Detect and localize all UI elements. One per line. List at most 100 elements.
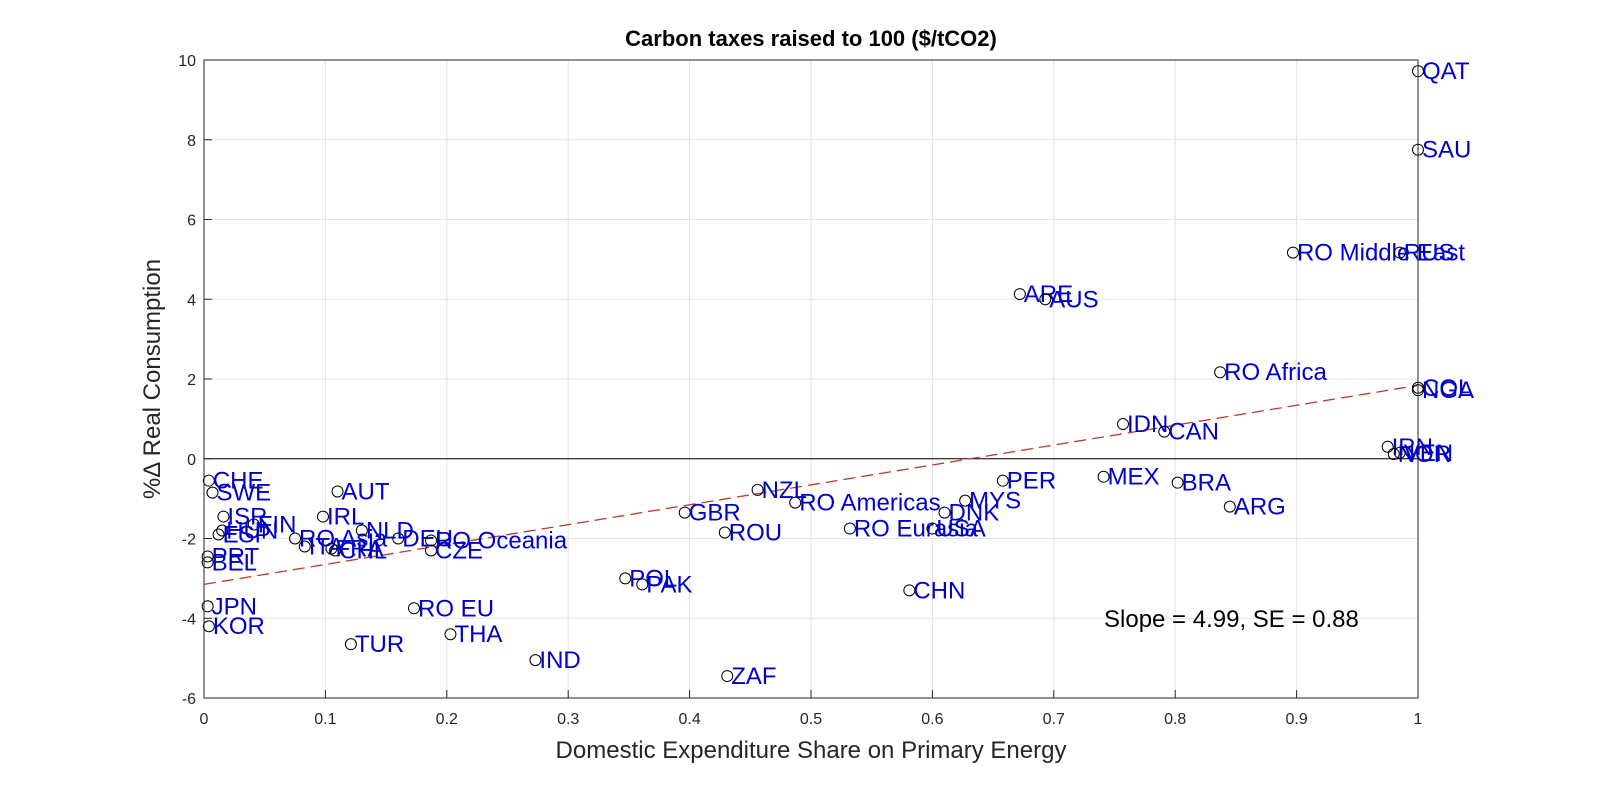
- data-point-label: GBR: [689, 500, 741, 527]
- data-point-marker: [408, 602, 421, 615]
- slope-annotation: Slope = 4.99, SE = 0.88: [1104, 606, 1359, 633]
- data-point-marker: [201, 550, 214, 563]
- data-point-label: PRT: [212, 543, 260, 570]
- data-point-label: ROU: [729, 520, 782, 547]
- data-point-label: FRA: [335, 535, 383, 562]
- data-point-label: FIN: [258, 512, 297, 539]
- y-tick-label: -6: [182, 691, 196, 708]
- data-point-label: RO Americas: [799, 490, 940, 517]
- data-point-label: CHL: [339, 537, 387, 564]
- x-tick-label: 0.1: [314, 711, 336, 728]
- data-point-label: DEU: [402, 526, 453, 553]
- data-point-marker: [1381, 440, 1394, 453]
- data-point-marker: [425, 544, 438, 557]
- y-tick-label: -2: [182, 532, 196, 549]
- data-point-marker: [903, 584, 916, 597]
- y-axis-label: %Δ Real Consumption: [139, 259, 166, 499]
- data-point-marker: [217, 510, 230, 523]
- data-point-label: BRA: [1182, 470, 1231, 497]
- data-point-label: CHE: [213, 468, 264, 495]
- y-tick-label: 0: [187, 452, 196, 469]
- data-point-label: KOR: [213, 613, 265, 640]
- data-point-marker: [444, 628, 457, 641]
- data-point-label: USA: [936, 516, 985, 543]
- data-point-marker: [392, 532, 405, 545]
- data-point-label: COL: [1422, 375, 1471, 402]
- x-tick-label: 0.3: [557, 711, 579, 728]
- data-point-label: THA: [454, 621, 502, 648]
- data-point-marker: [1286, 246, 1299, 259]
- data-point-marker: [843, 522, 856, 535]
- x-tick-label: 0.2: [436, 711, 458, 728]
- data-point-marker: [1223, 500, 1236, 513]
- data-point-label: ZAF: [731, 663, 776, 690]
- data-point-marker: [216, 524, 229, 537]
- data-point-label: RO Africa: [1224, 359, 1327, 386]
- data-point-label: RUS: [1404, 240, 1455, 267]
- data-point-label: NGA: [1422, 377, 1474, 404]
- data-point-marker: [1039, 293, 1052, 306]
- x-tick-label: 0.5: [800, 711, 822, 728]
- data-point-label: MEX: [1108, 464, 1160, 491]
- x-tick-label: 0.8: [1164, 711, 1186, 728]
- data-point-label: RO Eurasia: [854, 516, 979, 543]
- x-tick-label: 0.6: [921, 711, 943, 728]
- data-point-label: VEN: [1404, 440, 1453, 467]
- data-point-label: MYS: [969, 488, 1021, 515]
- data-point-marker: [996, 474, 1009, 487]
- data-point-marker: [1393, 446, 1406, 459]
- data-point-marker: [344, 638, 357, 651]
- y-tick-label: 4: [187, 292, 196, 309]
- data-point-label: CHN: [913, 577, 965, 604]
- data-point-marker: [202, 474, 215, 487]
- x-tick-label: 0: [200, 711, 209, 728]
- data-point-marker: [325, 542, 338, 555]
- data-point-label: HUN: [226, 518, 278, 545]
- data-point-label: TUR: [355, 631, 404, 658]
- data-point-marker: [355, 524, 368, 537]
- data-point-marker: [1013, 288, 1026, 301]
- data-point-label: NOR: [1398, 441, 1451, 468]
- data-point-marker: [636, 578, 649, 591]
- y-tick-label: 8: [187, 133, 196, 150]
- data-point-marker: [678, 506, 691, 519]
- data-point-label: JPN: [212, 593, 257, 620]
- ticks-layer: 0 0.1 0.2 0.3 0.4 0.5 0.6 0.7 0.8 0.9 1 -6 -4 -2 0 2 4 6 8…: [178, 53, 1422, 728]
- x-tick-label: 0.7: [1043, 711, 1065, 728]
- data-point-marker: [1116, 418, 1129, 431]
- data-point-marker: [1158, 425, 1171, 438]
- data-point-label: BEL: [212, 549, 257, 576]
- data-point-label: ARG: [1234, 494, 1286, 521]
- data-point-label: ISR: [227, 504, 267, 531]
- data-point-label: NLD: [366, 518, 414, 545]
- data-point-label: POL: [629, 565, 677, 592]
- chart-title: Carbon taxes raised to 100 ($/tCO2): [625, 26, 997, 51]
- x-tick-label: 1: [1414, 711, 1423, 728]
- data-point-marker: [247, 518, 260, 531]
- data-point-label: SAU: [1422, 137, 1471, 164]
- data-point-marker: [959, 494, 972, 507]
- data-point-label: DNK: [949, 500, 1000, 527]
- data-point-marker: [201, 600, 214, 613]
- data-point-marker: [201, 556, 214, 569]
- data-point-marker: [1393, 246, 1406, 259]
- x-tick-label: 0.4: [678, 711, 700, 728]
- data-point-label: CZE: [435, 537, 483, 564]
- data-point-label: IDN: [1127, 411, 1168, 438]
- x-axis-label: Domestic Expenditure Share on Primary En…: [556, 737, 1067, 764]
- data-point-marker: [298, 540, 311, 553]
- data-point-marker: [289, 532, 302, 545]
- data-point-label: CAN: [1168, 419, 1219, 446]
- data-point-marker: [425, 534, 438, 547]
- data-point-label: IND: [539, 647, 580, 674]
- y-tick-label: 2: [187, 372, 196, 389]
- data-point-marker: [331, 485, 344, 498]
- data-point-marker: [1387, 447, 1400, 460]
- data-point-marker: [721, 670, 734, 683]
- data-point-label: RO Middle East: [1297, 240, 1465, 267]
- data-point-marker: [1171, 476, 1184, 489]
- data-point-label: AUS: [1049, 286, 1098, 313]
- data-point-marker: [718, 526, 731, 539]
- y-tick-label: 6: [187, 213, 196, 230]
